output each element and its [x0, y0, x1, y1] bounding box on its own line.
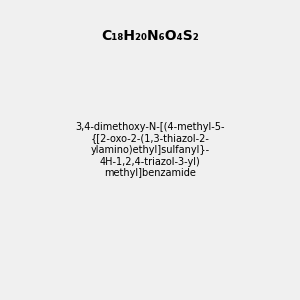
Text: 3,4-dimethoxy-N-[(4-methyl-5-
{[2-oxo-2-(1,3-thiazol-2-
ylamino)ethyl]sulfanyl}-: 3,4-dimethoxy-N-[(4-methyl-5- {[2-oxo-2-… [75, 122, 225, 178]
Text: C₁₈H₂₀N₆O₄S₂: C₁₈H₂₀N₆O₄S₂ [101, 28, 199, 43]
